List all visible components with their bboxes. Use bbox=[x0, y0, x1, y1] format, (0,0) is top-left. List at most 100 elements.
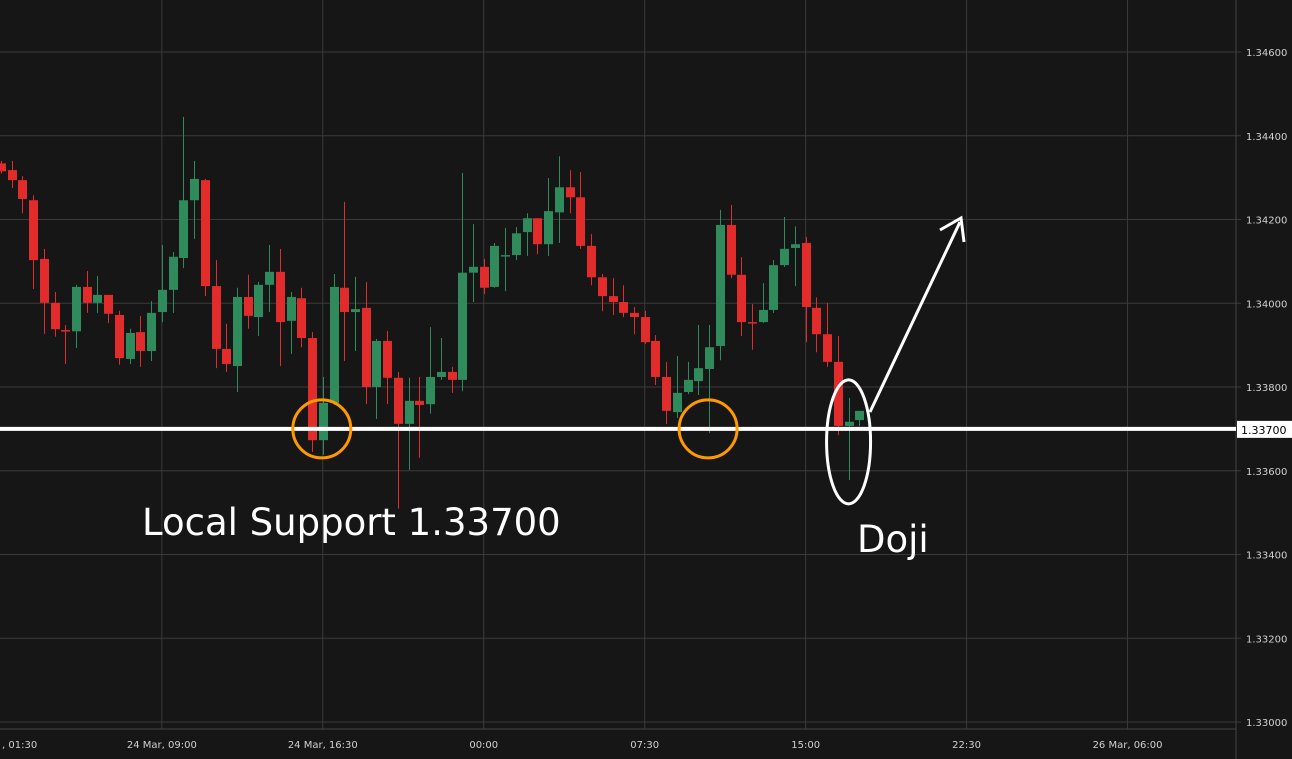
candle-body-up bbox=[705, 347, 714, 369]
support-annotation-text: Local Support 1.33700 bbox=[142, 501, 561, 544]
candle-body-down bbox=[566, 187, 575, 198]
grid bbox=[0, 0, 1236, 729]
candle-body-up bbox=[544, 211, 553, 245]
candle-body-up bbox=[372, 340, 381, 387]
support-price-label: 1.33700 bbox=[1241, 424, 1287, 437]
candle-body-down bbox=[362, 307, 371, 387]
candle-body-down bbox=[115, 314, 124, 359]
candle-body-down bbox=[533, 218, 542, 245]
candle-body-up bbox=[93, 294, 102, 303]
x-tick-label: 07:30 bbox=[630, 740, 659, 751]
x-tick-label: 26 Mar, 06:00 bbox=[1093, 740, 1163, 751]
candle-body-down bbox=[104, 294, 113, 314]
y-tick-label: 1.33600 bbox=[1246, 467, 1287, 478]
candle-body-down bbox=[340, 287, 349, 313]
candle-body-up bbox=[319, 402, 328, 441]
candle-body-down bbox=[662, 376, 671, 411]
candle-body-down bbox=[598, 277, 607, 297]
candle-body-up bbox=[351, 309, 360, 313]
y-tick-label: 1.34200 bbox=[1246, 216, 1287, 227]
candle-body-up bbox=[716, 224, 725, 346]
candle-body-up bbox=[179, 200, 188, 259]
candle-body-up bbox=[512, 233, 521, 256]
candle-body-down bbox=[8, 170, 17, 181]
y-tick-label: 1.34400 bbox=[1246, 132, 1287, 143]
y-tick-label: 1.33200 bbox=[1246, 634, 1287, 645]
candle-body-down bbox=[651, 340, 660, 377]
candle-body-up bbox=[426, 376, 435, 405]
arrow-head-icon bbox=[939, 215, 966, 243]
candle-body-up bbox=[72, 286, 81, 332]
candle-body-up bbox=[254, 284, 263, 318]
doji-annotation-text: Doji bbox=[857, 518, 929, 561]
support-touch-circle bbox=[677, 398, 739, 460]
candle-body-up bbox=[126, 332, 135, 359]
candle-body-down bbox=[0, 163, 6, 172]
candle-body-down bbox=[383, 340, 392, 378]
candle-body-up bbox=[469, 266, 478, 273]
candle-body-down bbox=[812, 307, 821, 335]
candle-body-down bbox=[802, 242, 811, 308]
candle-body-down bbox=[619, 301, 628, 313]
candle-body-down bbox=[576, 197, 585, 246]
candle-body-down bbox=[737, 274, 746, 323]
x-tick-label: , 01:30 bbox=[2, 740, 37, 751]
candle-body-up bbox=[147, 312, 156, 351]
candle-body-up bbox=[490, 245, 499, 287]
candle-body-down bbox=[823, 334, 832, 362]
candle-body-down bbox=[297, 298, 306, 339]
candle-body-down bbox=[29, 200, 38, 261]
candle-body-up bbox=[287, 296, 296, 321]
candle-body-down bbox=[244, 296, 253, 316]
candle-body-up bbox=[845, 421, 854, 426]
candle-body-up bbox=[437, 371, 446, 377]
doji-ellipse bbox=[825, 378, 873, 506]
candle-body-up bbox=[759, 309, 768, 323]
candle-body-up bbox=[673, 392, 682, 413]
candle-body-down bbox=[201, 180, 210, 287]
candle-body-up bbox=[780, 248, 789, 266]
candle-body-down bbox=[630, 312, 639, 318]
x-tick-label: 22:30 bbox=[952, 740, 981, 751]
candle-body-down bbox=[587, 245, 596, 278]
candle-body-up bbox=[791, 244, 800, 248]
candle-body-up bbox=[769, 265, 778, 310]
support-touch-circle bbox=[291, 398, 353, 460]
candle-body-up bbox=[684, 379, 693, 393]
y-tick-label: 1.33400 bbox=[1246, 551, 1287, 562]
candle-body-down bbox=[480, 266, 489, 288]
y-tick-label: 1.34600 bbox=[1246, 48, 1287, 59]
candle-body-down bbox=[51, 302, 60, 330]
candle-body-up bbox=[694, 368, 703, 382]
y-tick-label: 1.33800 bbox=[1246, 383, 1287, 394]
candle-body-down bbox=[212, 286, 221, 349]
candle-body-down bbox=[222, 348, 231, 364]
candle-body-down bbox=[18, 180, 27, 199]
candle-body-up bbox=[501, 255, 510, 257]
y-tick-label: 1.34000 bbox=[1246, 299, 1287, 310]
x-tick-label: 00:00 bbox=[469, 740, 498, 751]
x-tick-label: 24 Mar, 16:30 bbox=[288, 740, 358, 751]
support-price-badge bbox=[1237, 420, 1292, 438]
candle-body-up bbox=[190, 178, 199, 201]
y-tick-label: 1.33000 bbox=[1246, 718, 1287, 729]
candle-body-up bbox=[555, 187, 564, 213]
candle-body-down bbox=[448, 371, 457, 380]
candle-body-up bbox=[169, 256, 178, 290]
candle-body-down bbox=[748, 322, 757, 324]
candle-body-down bbox=[136, 332, 145, 351]
candle-body-down bbox=[727, 224, 736, 275]
candle-body-up bbox=[405, 400, 414, 424]
candle-body-down bbox=[61, 330, 70, 332]
candle-body-down bbox=[83, 286, 92, 303]
candles bbox=[0, 116, 864, 509]
x-tick-label: 15:00 bbox=[791, 740, 820, 751]
annotations: 1.33700 Local Support 1.33700 Doji bbox=[0, 215, 1292, 561]
candle-body-up bbox=[233, 296, 242, 367]
candle-body-down bbox=[308, 338, 317, 441]
candle-body-down bbox=[834, 361, 843, 426]
candle-body-down bbox=[394, 377, 403, 424]
arrow-line bbox=[868, 221, 962, 413]
